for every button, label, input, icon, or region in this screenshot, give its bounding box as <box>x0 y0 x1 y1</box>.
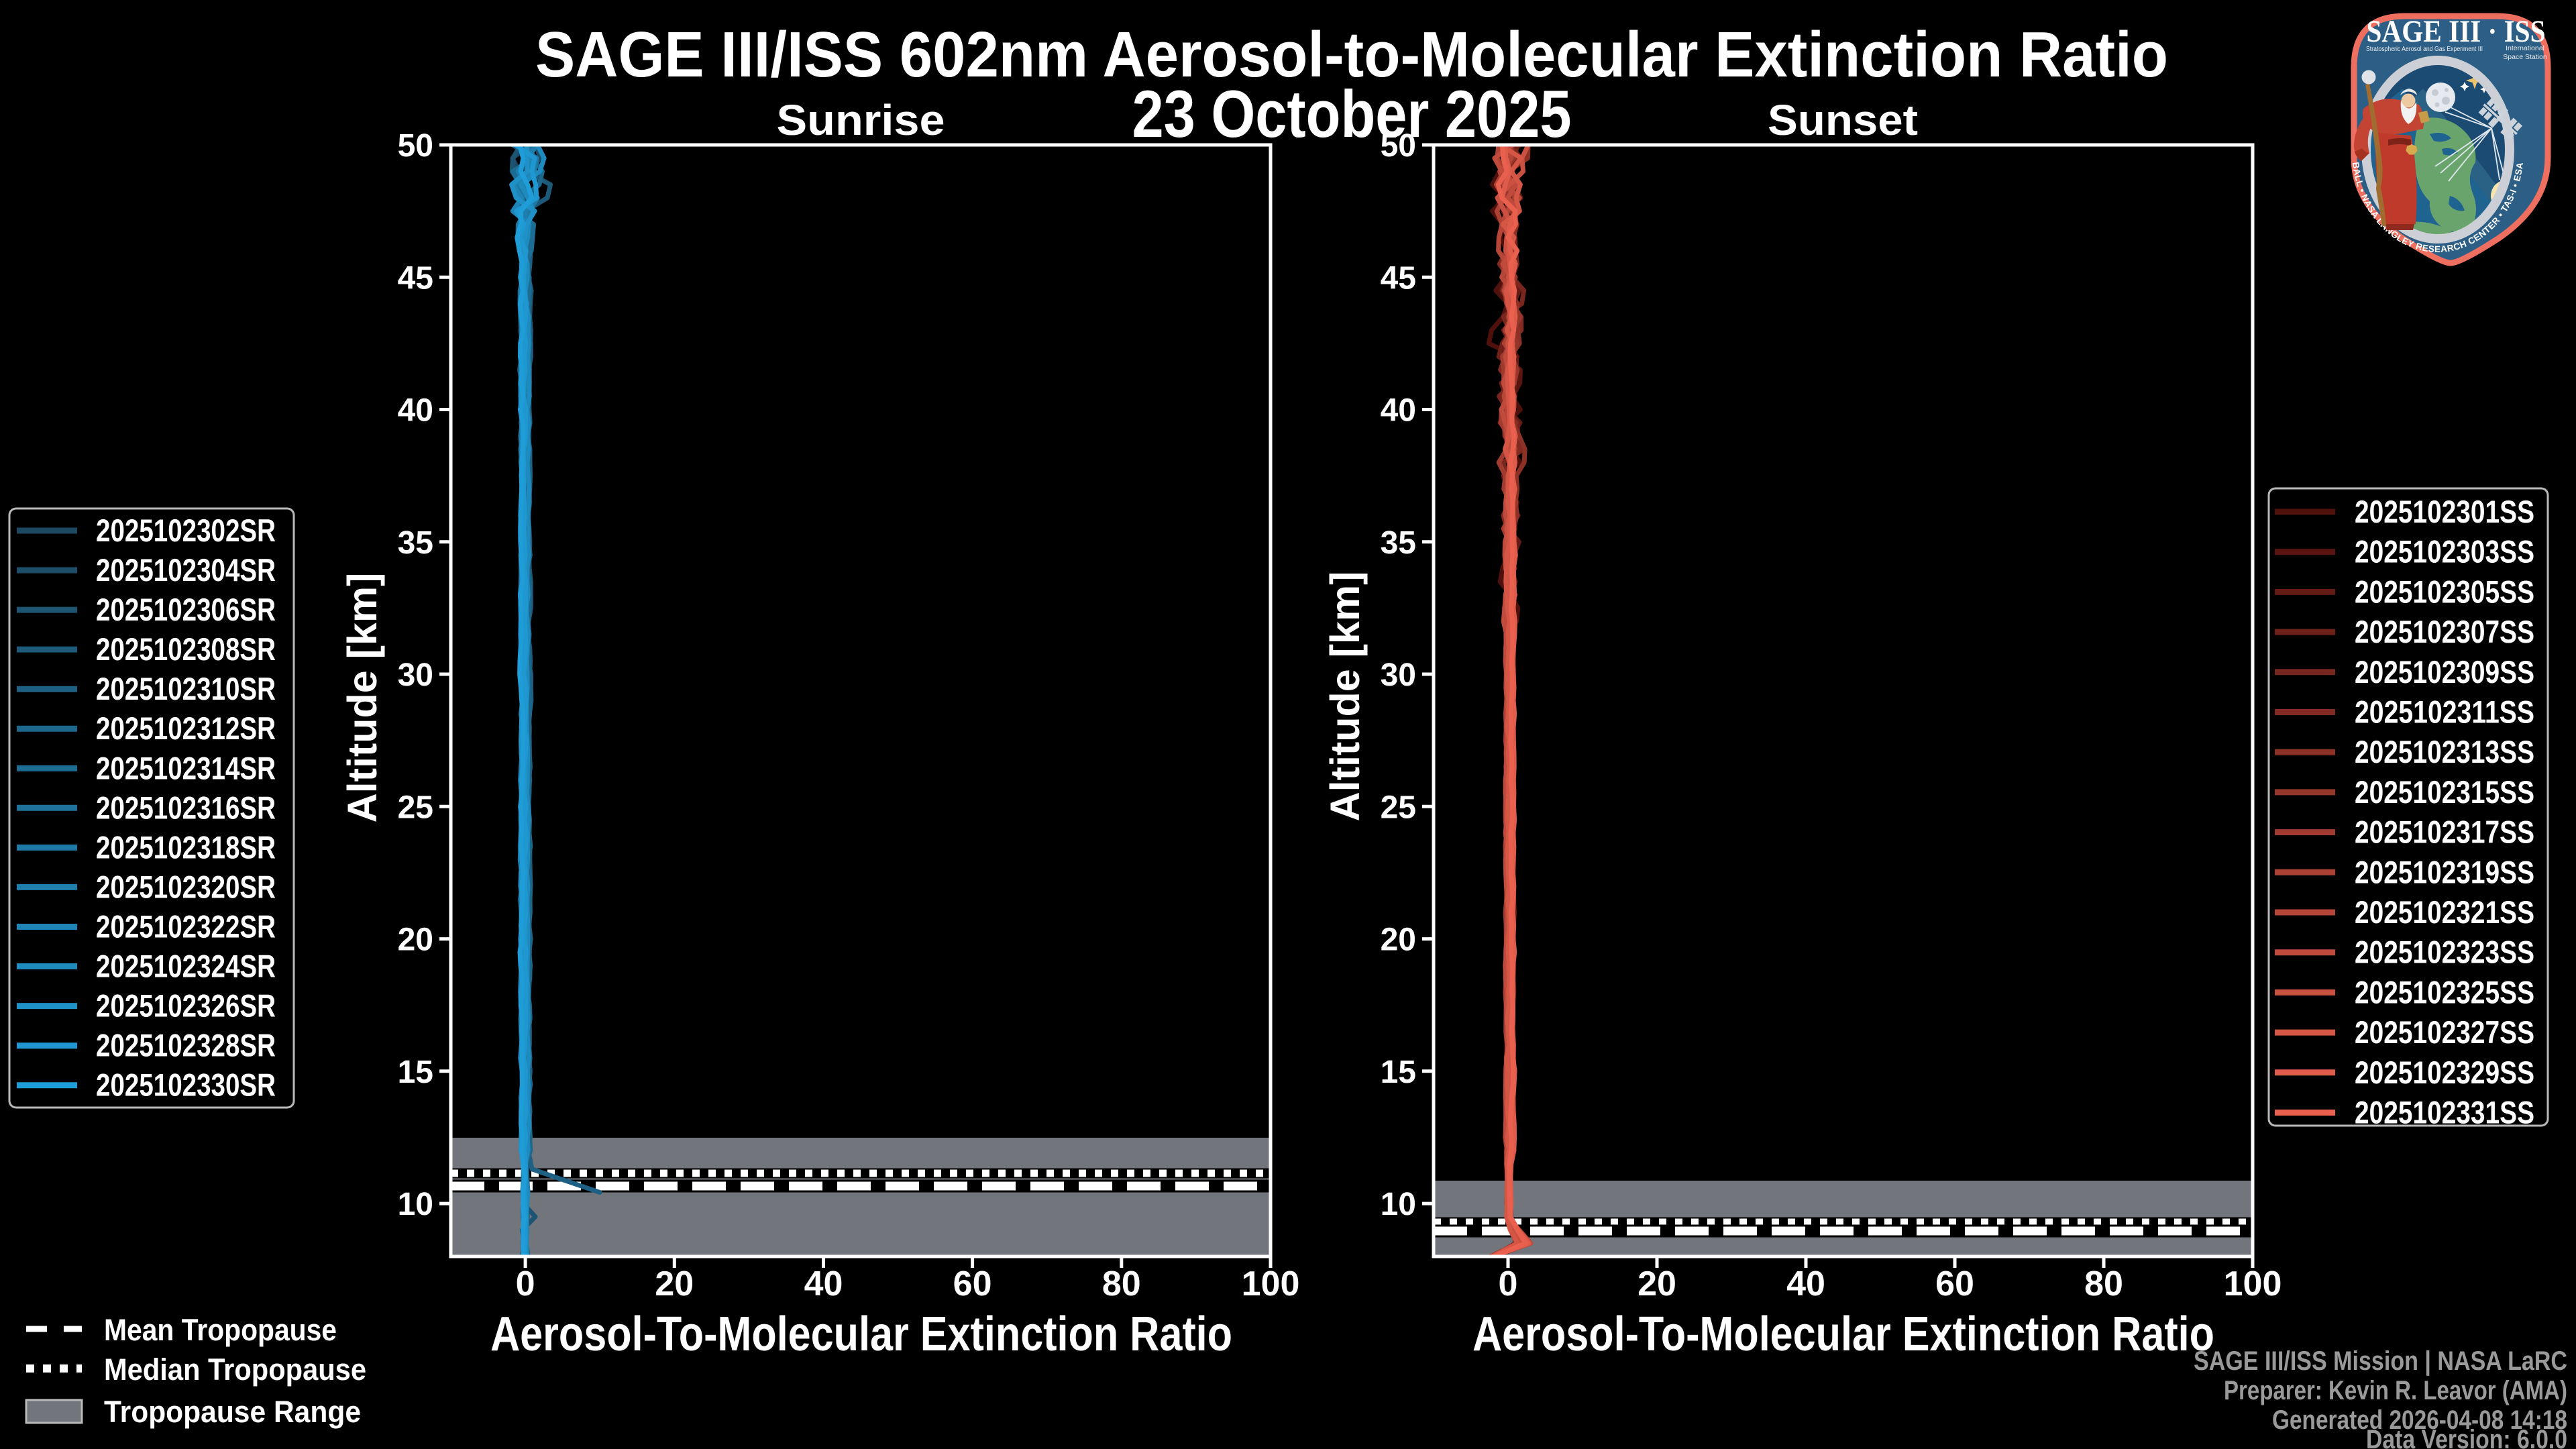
svg-text:Generated 2026-04-08 14:18: Generated 2026-04-08 14:18 <box>2272 1405 2567 1435</box>
svg-text:40: 40 <box>804 1265 843 1303</box>
svg-text:2025102306SR: 2025102306SR <box>96 592 276 627</box>
svg-text:0: 0 <box>516 1265 535 1303</box>
svg-text:Stratospheric Aerosol and Gas: Stratospheric Aerosol and Gas Experiment… <box>2366 45 2483 53</box>
svg-text:Sunrise: Sunrise <box>777 96 945 144</box>
svg-text:2025102313SS: 2025102313SS <box>2355 734 2534 769</box>
svg-text:25: 25 <box>1381 790 1416 825</box>
svg-text:2025102317SS: 2025102317SS <box>2355 814 2534 850</box>
svg-text:SAGE III · ISS: SAGE III · ISS <box>2367 14 2546 49</box>
svg-text:2025102327SS: 2025102327SS <box>2355 1014 2534 1050</box>
svg-text:35: 35 <box>398 525 433 561</box>
svg-text:2025102329SS: 2025102329SS <box>2355 1055 2534 1090</box>
svg-text:30: 30 <box>398 657 433 693</box>
svg-text:2025102308SR: 2025102308SR <box>96 631 276 667</box>
svg-text:2025102321SS: 2025102321SS <box>2355 894 2534 930</box>
svg-text:Altitude [km]: Altitude [km] <box>339 573 385 823</box>
svg-text:2025102328SR: 2025102328SR <box>96 1028 276 1063</box>
svg-text:Median Tropopause: Median Tropopause <box>104 1352 366 1387</box>
svg-text:10: 10 <box>398 1187 433 1222</box>
svg-text:2025102325SS: 2025102325SS <box>2355 974 2534 1010</box>
svg-text:10: 10 <box>1381 1187 1416 1222</box>
svg-text:Sunset: Sunset <box>1768 96 1918 144</box>
svg-text:50: 50 <box>398 128 433 164</box>
svg-text:15: 15 <box>398 1055 433 1090</box>
svg-text:35: 35 <box>1381 525 1416 561</box>
svg-text:45: 45 <box>398 260 433 296</box>
svg-text:2025102324SR: 2025102324SR <box>96 949 276 984</box>
svg-text:2025102312SR: 2025102312SR <box>96 710 276 746</box>
svg-text:20: 20 <box>655 1265 694 1303</box>
svg-text:2025102322SR: 2025102322SR <box>96 909 276 945</box>
svg-text:60: 60 <box>1935 1265 1974 1303</box>
svg-text:2025102316SR: 2025102316SR <box>96 790 276 825</box>
svg-text:2025102303SS: 2025102303SS <box>2355 534 2534 570</box>
svg-text:2025102318SR: 2025102318SR <box>96 829 276 865</box>
svg-text:30: 30 <box>1381 657 1416 693</box>
svg-text:20: 20 <box>1381 922 1416 958</box>
svg-text:100: 100 <box>2224 1265 2282 1303</box>
svg-text:2025102304SR: 2025102304SR <box>96 552 276 588</box>
svg-text:SAGE III/ISS 602nm Aerosol-to-: SAGE III/ISS 602nm Aerosol-to-Molecular … <box>535 19 2168 91</box>
svg-text:2025102305SS: 2025102305SS <box>2355 574 2534 609</box>
svg-text:2025102331SS: 2025102331SS <box>2355 1095 2534 1130</box>
svg-text:2025102319SS: 2025102319SS <box>2355 854 2534 890</box>
svg-text:Aerosol-To-Molecular Extinctio: Aerosol-To-Molecular Extinction Ratio <box>490 1307 1232 1361</box>
svg-text:Mean Tropopause: Mean Tropopause <box>104 1313 337 1347</box>
svg-text:2025102310SR: 2025102310SR <box>96 671 276 706</box>
svg-text:0: 0 <box>1499 1265 1518 1303</box>
svg-text:20: 20 <box>1638 1265 1676 1303</box>
svg-text:2025102330SR: 2025102330SR <box>96 1067 276 1103</box>
svg-text:2025102323SS: 2025102323SS <box>2355 934 2534 970</box>
svg-text:Preparer: Kevin R. Leavor (AMA: Preparer: Kevin R. Leavor (AMA) <box>2224 1376 2567 1405</box>
svg-text:40: 40 <box>398 393 433 429</box>
svg-text:80: 80 <box>1102 1265 1141 1303</box>
svg-text:23 October 2025: 23 October 2025 <box>1132 76 1572 151</box>
svg-text:2025102311SS: 2025102311SS <box>2355 694 2534 730</box>
svg-text:Aerosol-To-Molecular Extinctio: Aerosol-To-Molecular Extinction Ratio <box>1472 1307 2214 1361</box>
svg-text:60: 60 <box>953 1265 992 1303</box>
svg-text:25: 25 <box>398 790 433 825</box>
svg-text:2025102309SS: 2025102309SS <box>2355 654 2534 690</box>
svg-text:Tropopause Range: Tropopause Range <box>104 1395 361 1429</box>
svg-text:40: 40 <box>1786 1265 1825 1303</box>
svg-text:2025102314SR: 2025102314SR <box>96 750 276 786</box>
svg-text:15: 15 <box>1381 1055 1416 1090</box>
svg-text:2025102302SR: 2025102302SR <box>96 513 276 548</box>
svg-text:International: International <box>2506 44 2544 52</box>
svg-text:50: 50 <box>1381 128 1416 164</box>
svg-text:2025102301SS: 2025102301SS <box>2355 494 2534 529</box>
svg-text:SAGE III/ISS Mission | NASA La: SAGE III/ISS Mission | NASA LaRC <box>2194 1346 2567 1376</box>
svg-text:2025102307SS: 2025102307SS <box>2355 614 2534 649</box>
svg-text:100: 100 <box>1242 1265 1300 1303</box>
svg-text:2025102320SR: 2025102320SR <box>96 869 276 904</box>
svg-text:Data Version: 6.0.0: Data Version: 6.0.0 <box>2366 1425 2567 1449</box>
svg-text:Space Station: Space Station <box>2503 53 2547 61</box>
svg-text:40: 40 <box>1381 393 1416 429</box>
svg-text:Altitude [km]: Altitude [km] <box>1322 572 1368 822</box>
svg-text:45: 45 <box>1381 260 1416 296</box>
svg-text:80: 80 <box>2084 1265 2123 1303</box>
svg-text:2025102326SR: 2025102326SR <box>96 988 276 1024</box>
svg-text:20: 20 <box>398 922 433 958</box>
svg-text:2025102315SS: 2025102315SS <box>2355 774 2534 810</box>
